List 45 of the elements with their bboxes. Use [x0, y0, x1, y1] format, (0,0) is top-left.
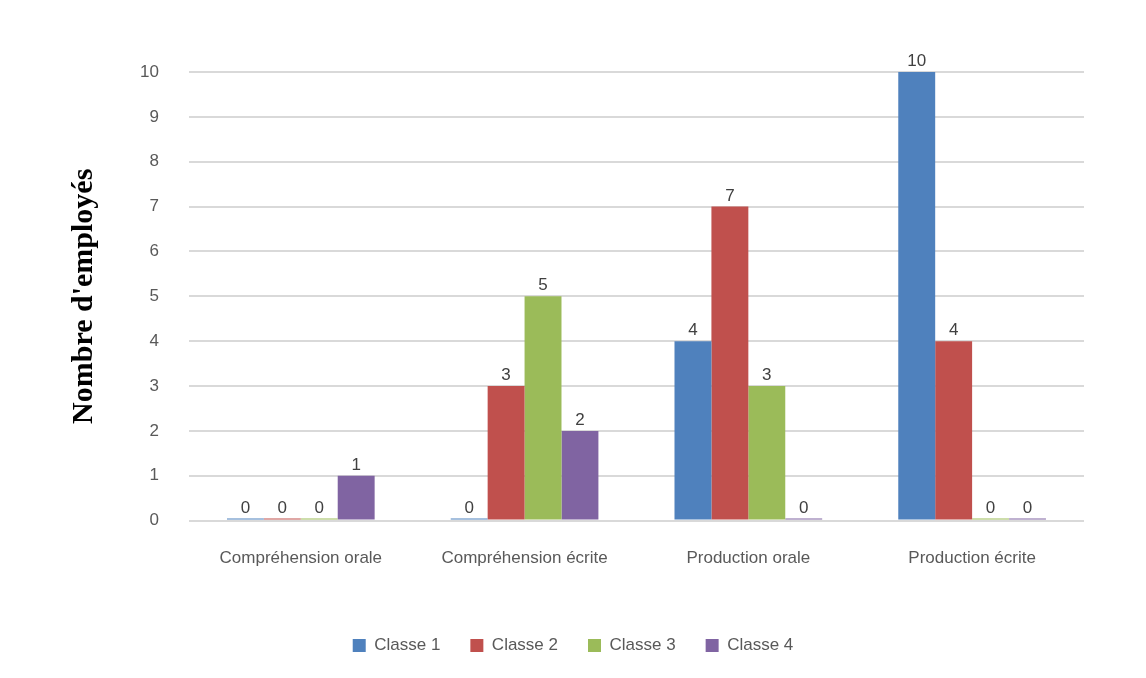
x-tick-label: Production écrite [908, 548, 1036, 568]
data-label: 0 [798, 497, 809, 517]
y-tick-label: 7 [149, 196, 159, 216]
x-tick-label: Compréhension écrite [441, 548, 608, 568]
y-tick-label: 0 [149, 510, 159, 530]
bar [561, 430, 599, 520]
y-tick-label: 9 [149, 106, 159, 126]
data-label: 0 [1022, 497, 1033, 517]
data-label: 0 [985, 497, 996, 517]
y-tick-label: 4 [149, 330, 159, 350]
y-axis-title: Nombre d'employés [64, 168, 98, 424]
y-tick-label: 10 [139, 61, 159, 81]
data-label: 2 [575, 410, 585, 430]
data-label: 0 [464, 497, 474, 517]
bar [674, 341, 712, 520]
bar [898, 72, 936, 520]
data-label: 0 [277, 497, 288, 517]
bar [935, 341, 973, 520]
legend-label: Classe 3 [609, 635, 676, 655]
y-tick-label: 5 [149, 285, 159, 305]
y-tick-label: 3 [149, 375, 159, 395]
bar [711, 206, 749, 520]
y-tick-label: 1 [149, 465, 159, 485]
data-label: 7 [725, 185, 735, 205]
x-tick-label: Production orale [686, 548, 811, 568]
data-label: 0 [240, 497, 251, 517]
bar [487, 386, 525, 520]
data-label: 0 [314, 497, 324, 517]
bar [337, 475, 375, 520]
data-label: 4 [688, 320, 698, 340]
data-label: 3 [501, 365, 511, 385]
y-tick-label: 6 [149, 241, 159, 261]
data-label: 1 [351, 454, 361, 474]
bar [524, 296, 562, 520]
y-tick-label: 2 [149, 420, 159, 440]
data-label: 5 [538, 275, 548, 295]
legend-label: Classe 2 [491, 635, 558, 655]
data-label: 10 [907, 51, 927, 71]
legend-label: Classe 4 [727, 635, 794, 655]
data-label: 3 [762, 365, 772, 385]
bar [748, 386, 786, 520]
legend-label: Classe 1 [374, 635, 441, 655]
y-tick-label: 8 [149, 151, 159, 171]
x-tick-label: Compréhension orale [219, 548, 383, 568]
data-label: 4 [948, 320, 959, 340]
